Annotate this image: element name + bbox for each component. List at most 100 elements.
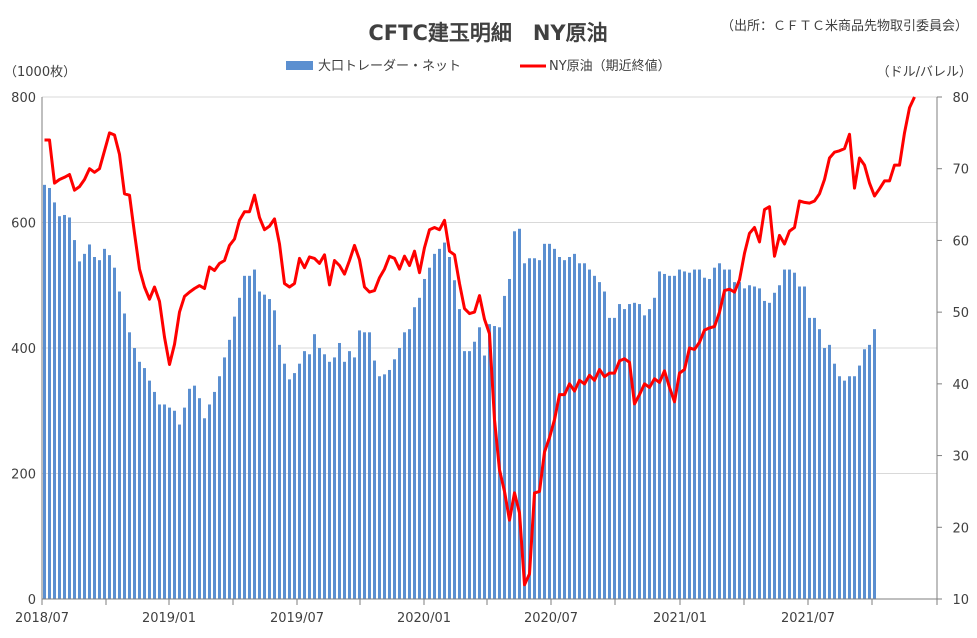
bar (828, 344, 831, 599)
bar (528, 258, 531, 599)
left-tick-label: 200 (11, 468, 36, 483)
bar (418, 297, 421, 599)
right-axis-unit: （ドル/バレル） (877, 65, 972, 80)
bar (273, 310, 276, 599)
bar (473, 341, 476, 599)
bar (543, 243, 546, 599)
bar (203, 418, 206, 599)
bar (358, 330, 361, 599)
bar (683, 271, 686, 599)
bar (193, 385, 196, 599)
bar (93, 257, 96, 599)
bar (673, 275, 676, 599)
bar (288, 379, 291, 599)
bar (263, 294, 266, 599)
bar (623, 309, 626, 599)
bar (658, 271, 661, 599)
bar (773, 292, 776, 599)
bar (633, 302, 636, 599)
bar (403, 332, 406, 599)
source-note: （出所：ＣＦＴＣ米商品先物取引委員会） (721, 19, 968, 34)
bar (58, 216, 61, 599)
bar (848, 376, 851, 599)
bar (173, 410, 176, 599)
bar (613, 317, 616, 599)
bar (248, 275, 251, 599)
right-tick-label: 60 (952, 234, 969, 249)
right-tick-label: 20 (952, 521, 969, 536)
bar (238, 297, 241, 599)
bar (698, 269, 701, 599)
bar (243, 275, 246, 599)
bar (343, 361, 346, 599)
bar (153, 391, 156, 599)
chart-title: CFTC建玉明細 NY原油 (368, 21, 607, 45)
bar (158, 404, 161, 599)
left-axis-unit: （1000枚） (4, 65, 76, 80)
bar (468, 351, 471, 599)
bar (523, 263, 526, 599)
bar (758, 288, 761, 599)
bar (703, 277, 706, 599)
bar (143, 368, 146, 599)
bar (353, 357, 356, 599)
bar (513, 231, 516, 599)
bar (568, 257, 571, 599)
bar (88, 244, 91, 599)
axes: 0 200 400 600 800 10 20 30 40 50 60 70 80 2018/07 2019… (11, 91, 969, 626)
right-tick-label: 30 (952, 450, 969, 465)
bar (508, 278, 511, 599)
price-line (44, 96, 916, 587)
x-tick-label: 2018/07 (15, 611, 69, 626)
bar (663, 273, 666, 599)
legend-line-label: NY原油（期近終値） (549, 58, 671, 74)
bar (283, 363, 286, 599)
left-tick-label: 800 (11, 91, 36, 106)
bar (293, 373, 296, 599)
x-tick-label: 2019/07 (270, 611, 324, 626)
bar (103, 248, 106, 600)
x-tick-label: 2019/01 (142, 611, 196, 626)
bar (708, 278, 711, 599)
bar (413, 307, 416, 599)
bar (333, 357, 336, 599)
bar (443, 242, 446, 599)
bar (373, 360, 376, 599)
bar (268, 299, 271, 599)
bar (78, 261, 81, 599)
bar (258, 291, 261, 599)
bar (638, 304, 641, 599)
bar (588, 269, 591, 599)
bar (478, 327, 481, 599)
bar (318, 348, 321, 599)
bar (843, 380, 846, 599)
line-series (44, 96, 916, 587)
bar (823, 348, 826, 599)
x-tick-label: 2021/01 (653, 611, 707, 626)
bar (378, 376, 381, 599)
legend-bar-swatch (286, 61, 313, 70)
bar (598, 282, 601, 599)
bar (593, 275, 596, 599)
bar (763, 300, 766, 599)
left-tick-label: 400 (11, 342, 36, 357)
bar (768, 302, 771, 599)
right-tick-label: 50 (952, 306, 969, 321)
bar (303, 351, 306, 599)
bar (183, 407, 186, 599)
bar (808, 317, 811, 599)
bar (488, 324, 491, 599)
bar (123, 313, 126, 599)
bar (688, 272, 691, 599)
bar (448, 257, 451, 599)
bar (348, 351, 351, 599)
bar (463, 351, 466, 599)
bar (653, 297, 656, 599)
bar (858, 365, 861, 599)
bar (778, 285, 781, 599)
bar (118, 291, 121, 599)
bar (583, 263, 586, 599)
bar (178, 424, 181, 599)
bar (308, 354, 311, 599)
